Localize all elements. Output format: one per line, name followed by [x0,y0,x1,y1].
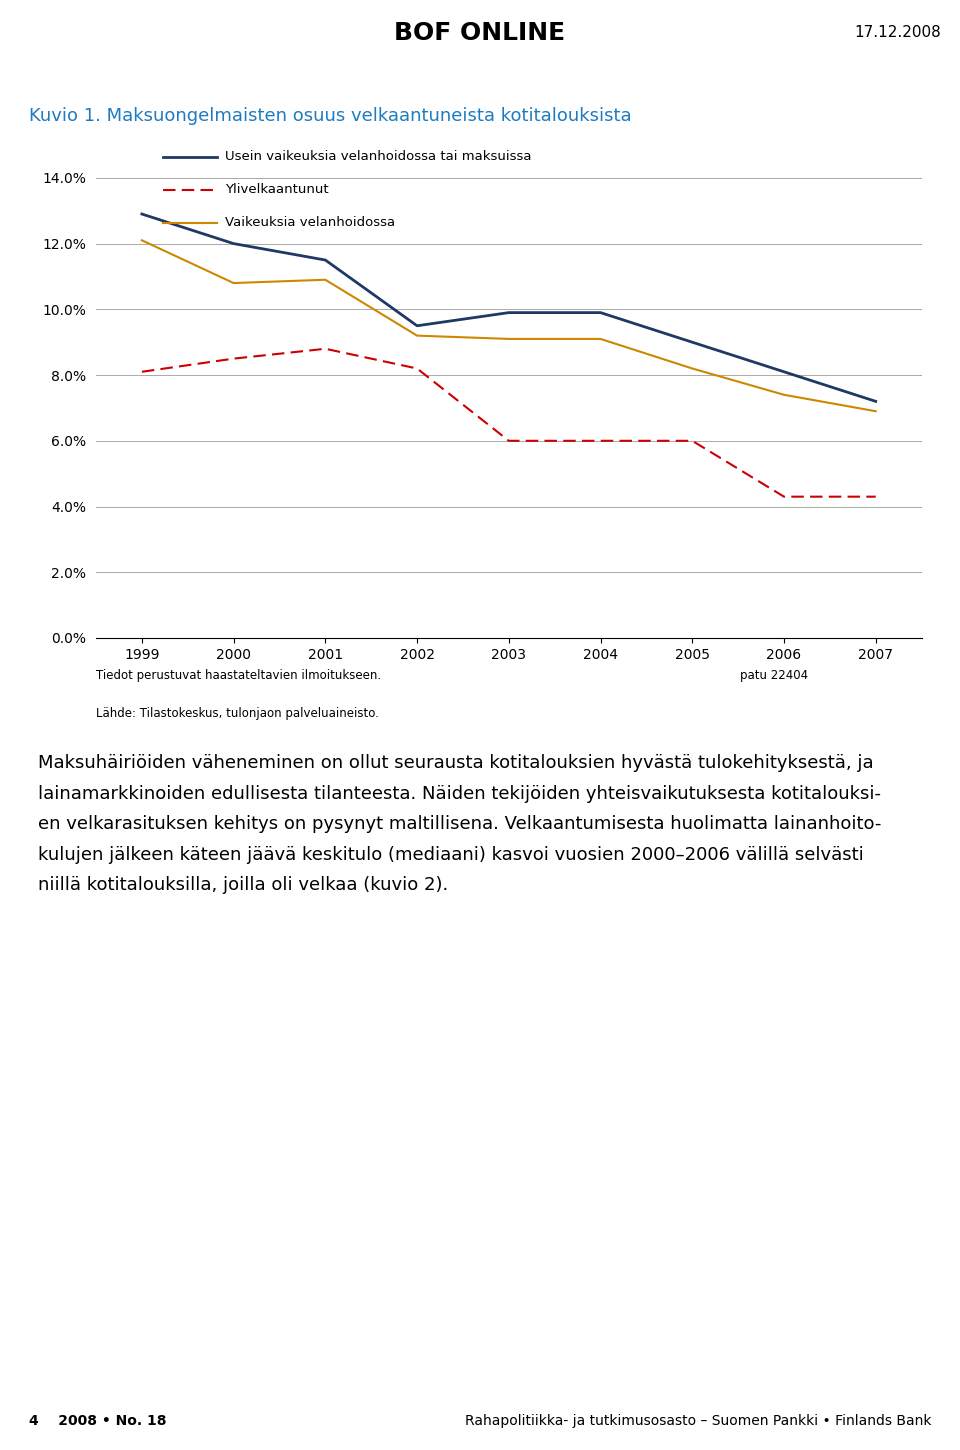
Text: Vaikeuksia velanhoidossa: Vaikeuksia velanhoidossa [225,216,395,229]
Text: 17.12.2008: 17.12.2008 [854,25,941,41]
Text: 4    2008 • No. 18: 4 2008 • No. 18 [29,1414,166,1428]
Text: Tiedot perustuvat haastateltavien ilmoitukseen.: Tiedot perustuvat haastateltavien ilmoit… [96,668,381,682]
Text: Usein vaikeuksia velanhoidossa tai maksuissa: Usein vaikeuksia velanhoidossa tai maksu… [225,151,531,162]
Text: Ylivelkaantunut: Ylivelkaantunut [225,183,328,196]
Text: Rahapolitiikka- ja tutkimusosasto – Suomen Pankki • Finlands Bank: Rahapolitiikka- ja tutkimusosasto – Suom… [465,1414,931,1428]
Text: patu 22404: patu 22404 [740,668,808,682]
Text: Lähde: Tilastokeskus, tulonjaon palveluaineisto.: Lähde: Tilastokeskus, tulonjaon palvelua… [96,706,379,719]
Text: Maksuhäiriöiden väheneminen on ollut seurausta kotitalouksien hyvästä tulokehity: Maksuhäiriöiden väheneminen on ollut seu… [38,754,882,895]
Text: BOF ONLINE: BOF ONLINE [395,20,565,45]
Text: Kuvio 1. Maksuongelmaisten osuus velkaantuneista kotitalouksista: Kuvio 1. Maksuongelmaisten osuus velkaan… [29,107,632,125]
